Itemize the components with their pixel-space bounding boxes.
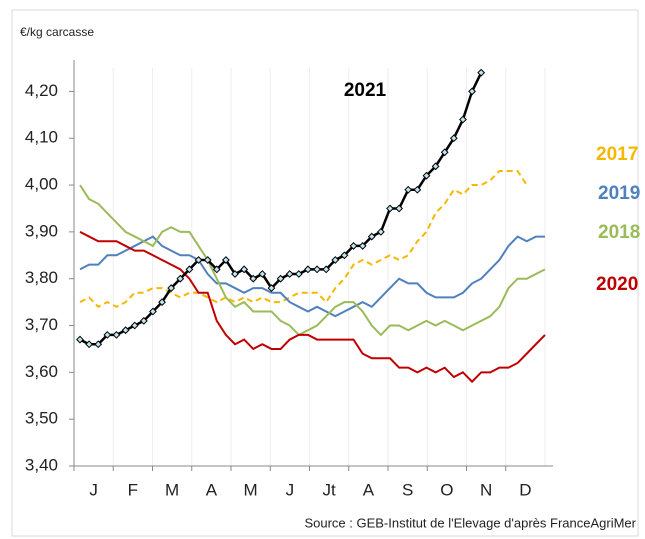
data-point — [304, 265, 312, 274]
x-tick-label: A — [206, 480, 218, 499]
data-point — [212, 265, 221, 274]
data-point — [340, 251, 349, 260]
y-axis-label: €/kg carcasse — [20, 25, 94, 39]
data-point — [258, 270, 267, 278]
x-tick-label: Jt — [323, 480, 337, 499]
data-point — [194, 256, 203, 264]
data-point — [322, 265, 331, 274]
data-point — [386, 204, 394, 213]
series-line — [79, 184, 546, 337]
x-tick-label: M — [244, 480, 258, 499]
data-point — [440, 148, 449, 157]
data-point — [267, 284, 276, 292]
x-tick-label: D — [519, 480, 531, 499]
data-point — [404, 185, 413, 194]
data-point — [149, 307, 157, 316]
data-point — [85, 340, 94, 349]
x-tick-label: N — [480, 480, 492, 499]
series-label: 2019 — [598, 183, 640, 204]
data-point — [112, 330, 121, 339]
data-point — [313, 265, 321, 274]
y-tick-label: 4,10 — [25, 128, 58, 147]
data-point — [331, 256, 340, 264]
panel-border — [11, 9, 639, 537]
source-note: Source : GEB-Institut de l'Elevage d'apr… — [304, 515, 636, 530]
data-point — [130, 321, 139, 330]
data-point — [158, 298, 166, 307]
data-point — [468, 87, 476, 96]
data-point — [395, 204, 404, 213]
data-point — [76, 335, 84, 344]
data-point — [477, 68, 486, 77]
y-tick-label: 4,00 — [25, 175, 58, 194]
data-point — [249, 274, 258, 283]
data-point — [459, 115, 467, 124]
data-point — [349, 242, 358, 250]
data-point — [294, 270, 303, 278]
data-point — [139, 316, 148, 325]
y-tick-label: 3,40 — [25, 455, 58, 474]
data-point — [431, 162, 440, 171]
x-tick-label: M — [165, 480, 179, 499]
data-point — [231, 270, 239, 278]
data-point — [449, 134, 458, 143]
x-tick-label: A — [363, 480, 375, 499]
data-point — [94, 340, 103, 349]
data-point — [240, 265, 249, 274]
x-tick-label: J — [286, 480, 295, 499]
series-label: 2020 — [596, 274, 638, 295]
data-point — [185, 265, 194, 274]
data-point — [103, 330, 112, 339]
data-point — [276, 274, 285, 283]
y-tick-label: 4,20 — [25, 81, 58, 100]
series-line — [79, 230, 546, 384]
y-tick-label: 3,60 — [25, 362, 58, 381]
data-point — [285, 270, 294, 278]
y-tick-label: 3,80 — [25, 268, 58, 287]
x-tick-label: J — [89, 480, 98, 499]
data-point — [413, 185, 422, 194]
data-point — [422, 171, 431, 180]
series-label: 2017 — [596, 144, 638, 165]
series-label: 2021 — [344, 80, 387, 101]
data-point — [367, 232, 376, 241]
data-point — [358, 242, 367, 250]
y-tick-label: 3,70 — [25, 315, 58, 334]
x-tick-label: S — [402, 480, 413, 499]
y-tick-label: 3,90 — [25, 221, 58, 240]
series-line — [79, 235, 545, 318]
data-point — [167, 284, 176, 292]
data-point — [203, 256, 212, 264]
x-tick-label: F — [128, 480, 138, 499]
data-point — [121, 326, 130, 335]
series-label: 2018 — [598, 222, 640, 243]
series-line — [79, 170, 528, 309]
data-point — [176, 274, 185, 283]
data-point — [221, 256, 230, 264]
x-tick-label: O — [440, 480, 453, 499]
y-tick-label: 3,50 — [25, 409, 58, 428]
data-point — [376, 227, 385, 236]
